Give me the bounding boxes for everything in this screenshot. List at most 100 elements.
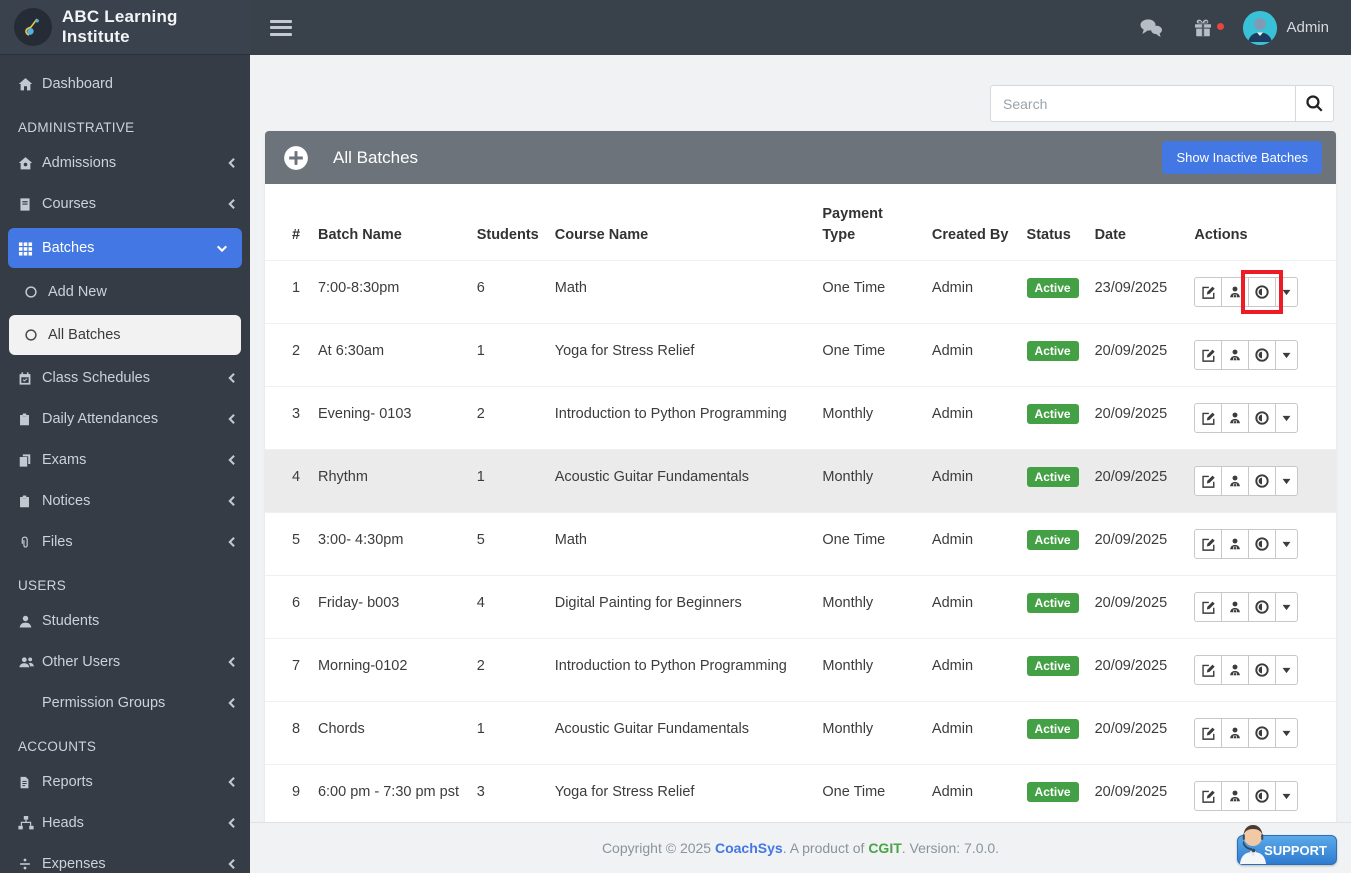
cell-status: Active [1019, 261, 1087, 324]
cell-batch: Morning-0102 [317, 658, 408, 675]
sidebar-item-permission-groups[interactable]: Permission Groups [0, 683, 250, 723]
sidebar-item-label: Exams [42, 452, 87, 468]
search-button[interactable] [1295, 85, 1334, 122]
edit-button[interactable] [1194, 403, 1223, 434]
more-button[interactable] [1275, 403, 1299, 434]
cell-date: 20/09/2025 [1094, 784, 1168, 801]
cell-students: 2 [476, 406, 485, 423]
brand[interactable]: ABC Learning Institute [0, 0, 250, 55]
students-button[interactable] [1221, 466, 1250, 497]
view-button[interactable] [1248, 718, 1277, 749]
user-menu[interactable]: Admin [1243, 10, 1329, 45]
edit-button[interactable] [1194, 466, 1223, 497]
cell-date: 23/09/2025 [1094, 280, 1168, 297]
students-icon [1228, 600, 1242, 614]
sidebar-item-add-new[interactable]: Add New [0, 272, 250, 312]
search-input[interactable] [990, 85, 1295, 122]
sidebar-item-files[interactable]: Files [0, 522, 250, 562]
cell-students: 1 [476, 343, 485, 360]
avatar [1243, 10, 1278, 45]
sidebar-item-class-schedules[interactable]: Class Schedules [0, 358, 250, 398]
sidebar-item-students[interactable]: Students [0, 601, 250, 641]
more-button[interactable] [1275, 655, 1299, 686]
cell-status: Active [1019, 324, 1087, 387]
students-button[interactable] [1221, 529, 1250, 560]
students-button[interactable] [1221, 340, 1250, 371]
plus-circle-icon[interactable] [283, 145, 309, 171]
sidebar-item-all-batches[interactable]: All Batches [9, 315, 241, 355]
caret-down-icon [1282, 730, 1291, 737]
actions-button-group [1194, 655, 1299, 686]
sidebar-item-reports[interactable]: Reports [0, 762, 250, 802]
edit-button[interactable] [1194, 781, 1223, 812]
chevron-left-icon [227, 372, 236, 384]
cell-payment: Monthly [822, 658, 874, 675]
students-button[interactable] [1221, 592, 1250, 623]
chat-icon[interactable] [1139, 18, 1163, 38]
more-button[interactable] [1275, 718, 1299, 749]
chevron-left-icon [227, 776, 236, 788]
edit-button[interactable] [1194, 592, 1223, 623]
sidebar-item-other-users[interactable]: Other Users [0, 642, 250, 682]
sidebar-item-heads[interactable]: Heads [0, 803, 250, 843]
more-button[interactable] [1275, 781, 1299, 812]
more-button[interactable] [1275, 466, 1299, 497]
cgit-link[interactable]: CGIT [868, 840, 902, 856]
edit-button[interactable] [1194, 655, 1223, 686]
show-inactive-batches-button[interactable]: Show Inactive Batches [1162, 141, 1322, 174]
view-button[interactable] [1248, 403, 1277, 434]
more-button[interactable] [1275, 340, 1299, 371]
status-badge: Active [1026, 782, 1079, 803]
sidebar-item-label: Daily Attendances [42, 411, 159, 427]
view-button[interactable] [1241, 270, 1284, 315]
actions-button-group [1194, 529, 1299, 560]
students-button[interactable] [1221, 781, 1250, 812]
view-eye-icon [1254, 284, 1270, 300]
more-button[interactable] [1275, 592, 1299, 623]
all-batches-panel: All Batches Show Inactive Batches # Batch… [265, 131, 1336, 844]
users-icon [18, 655, 42, 669]
cell-num: 3 [292, 406, 301, 423]
cell-created-by: Admin [931, 280, 974, 297]
table-row: 4 Rhythm 1 Acoustic Guitar Fundamentals Mont… [265, 449, 1336, 513]
circle-icon [24, 285, 48, 299]
view-button[interactable] [1248, 466, 1277, 497]
cell-batch: 6:00 pm - 7:30 pm pst [317, 784, 460, 801]
students-button[interactable] [1221, 403, 1250, 434]
view-eye-icon [1254, 599, 1270, 615]
more-button[interactable] [1275, 277, 1299, 308]
edit-button[interactable] [1194, 529, 1223, 560]
students-button[interactable] [1221, 655, 1250, 686]
view-button[interactable] [1248, 340, 1277, 371]
edit-button[interactable] [1194, 277, 1223, 308]
cell-actions [1186, 513, 1336, 576]
chevron-left-icon [227, 413, 236, 425]
sidebar-item-exams[interactable]: Exams [0, 440, 250, 480]
topbar: ABC Learning Institute [0, 0, 1351, 55]
sidebar-item-expenses[interactable]: Expenses [0, 844, 250, 873]
sidebar-item-admissions[interactable]: Admissions [0, 143, 250, 183]
support-button[interactable]: SUPPORT [1237, 825, 1337, 865]
edit-button[interactable] [1194, 340, 1223, 371]
sidebar-item-batches[interactable]: Batches [8, 228, 242, 268]
column-header-batch-name: Batch Name [317, 227, 402, 244]
actions-button-group [1194, 592, 1299, 623]
sidebar-item-notices[interactable]: Notices [0, 481, 250, 521]
view-button[interactable] [1248, 592, 1277, 623]
more-button[interactable] [1275, 529, 1299, 560]
students-button[interactable] [1221, 718, 1250, 749]
sidebar-item-daily-attendances[interactable]: Daily Attendances [0, 399, 250, 439]
coachsys-link[interactable]: CoachSys [714, 840, 783, 856]
paperclip-icon [18, 535, 42, 550]
gift-icon[interactable] [1191, 18, 1225, 38]
view-eye-icon [1254, 725, 1270, 741]
students-button[interactable] [1221, 277, 1250, 308]
user-name: Admin [1286, 19, 1329, 36]
view-button[interactable] [1248, 655, 1277, 686]
edit-button[interactable] [1194, 718, 1223, 749]
view-button[interactable] [1248, 781, 1277, 812]
sidebar-item-dashboard[interactable]: Dashboard [0, 64, 250, 104]
view-button[interactable] [1248, 529, 1277, 560]
hamburger-icon[interactable] [270, 19, 292, 36]
sidebar-item-courses[interactable]: Courses [0, 184, 250, 224]
